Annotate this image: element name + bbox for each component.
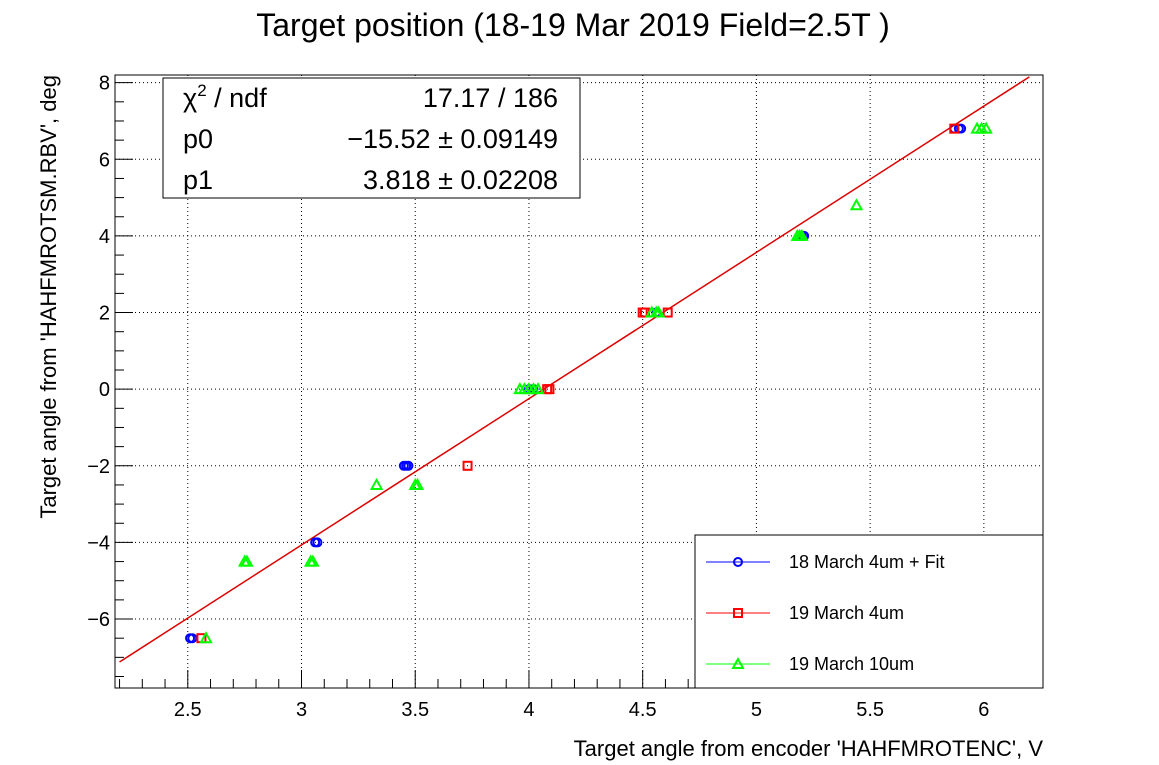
legend-label: 18 March 4um + Fit	[789, 552, 945, 572]
data-point	[544, 384, 555, 395]
x-tick-label: 2.5	[174, 699, 202, 721]
x-tick-label: 4.5	[629, 699, 657, 721]
p1-value: 3.818 ± 0.02208	[363, 165, 558, 195]
x-tick-label: 5.5	[856, 699, 884, 721]
y-tick-label: 0	[99, 379, 110, 401]
data-point	[187, 633, 198, 644]
x-tick-label: 3	[296, 699, 307, 721]
y-tick-labels: −6 −4 −2 0 2 4 6 8	[87, 73, 110, 631]
legend-marker	[731, 656, 745, 669]
data-point	[312, 537, 323, 548]
data-point	[403, 460, 414, 471]
fit-stats-box: χ2 / ndf 17.17 / 186 p0 −15.52 ± 0.09149…	[162, 77, 581, 199]
y-tick-label: 2	[99, 303, 110, 325]
data-points	[185, 121, 993, 644]
x-tick-label: 4	[523, 699, 534, 721]
y-tick-label: 4	[99, 226, 110, 248]
data-point	[462, 460, 473, 471]
legend-label: 19 March 4um	[789, 603, 904, 623]
p0-label: p0	[183, 124, 213, 154]
y-axis-title: Target angle from 'HAHFMROTSM.RBV', deg	[36, 75, 61, 519]
data-point	[662, 307, 673, 318]
legend: 18 March 4um + Fit 19 March 4um 19 March 1…	[694, 534, 1044, 689]
legend-label: 19 March 10um	[789, 654, 914, 674]
x-tick-label: 5	[751, 699, 762, 721]
y-tick-label: −2	[87, 456, 110, 478]
data-point	[979, 121, 993, 134]
x-tick-labels: 2.5 3 3.5 4 4.5 5 5.5 6	[174, 699, 990, 721]
data-point	[956, 123, 967, 134]
data-point	[240, 554, 254, 567]
chart-title: Target position (18-19 Mar 2019 Field=2.…	[256, 7, 890, 43]
y-tick-label: −6	[87, 609, 110, 631]
plot-frame	[114, 74, 1044, 689]
p0-value: −15.52 ± 0.09149	[347, 124, 558, 154]
legend-marker	[733, 557, 743, 567]
x-tick-label: 3.5	[401, 699, 429, 721]
data-point	[651, 305, 666, 318]
fit-line	[119, 76, 1030, 663]
legend-marker	[733, 608, 743, 618]
data-point	[306, 554, 320, 567]
data-point	[199, 631, 213, 644]
data-point	[795, 228, 809, 241]
y-tick-label: −4	[87, 532, 110, 554]
chi2-label: χ2 / ndf	[183, 81, 267, 113]
data-point	[949, 123, 960, 134]
x-axis-title: Target angle from encoder 'HAHFMROTENC',…	[574, 736, 1044, 761]
chi2-value: 17.17 / 186	[423, 83, 558, 113]
fit-line-layer	[119, 76, 1030, 663]
p1-label: p1	[183, 165, 213, 195]
y-tick-label: 8	[99, 73, 110, 95]
data-point	[410, 477, 425, 490]
x-tick-label: 6	[978, 699, 989, 721]
y-tick-label: 6	[99, 149, 110, 171]
data-point	[531, 382, 545, 395]
data-point	[369, 477, 384, 490]
data-point	[849, 198, 864, 211]
